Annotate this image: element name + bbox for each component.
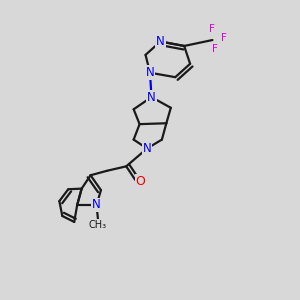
Text: N: N xyxy=(92,199,101,212)
Text: F: F xyxy=(221,33,226,43)
Text: N: N xyxy=(143,142,152,155)
Text: O: O xyxy=(136,175,146,188)
Text: N: N xyxy=(156,35,165,48)
Text: CH₃: CH₃ xyxy=(89,220,107,230)
Text: N: N xyxy=(146,66,154,79)
Text: F: F xyxy=(209,24,215,34)
Text: N: N xyxy=(147,91,156,103)
Text: F: F xyxy=(212,44,218,54)
